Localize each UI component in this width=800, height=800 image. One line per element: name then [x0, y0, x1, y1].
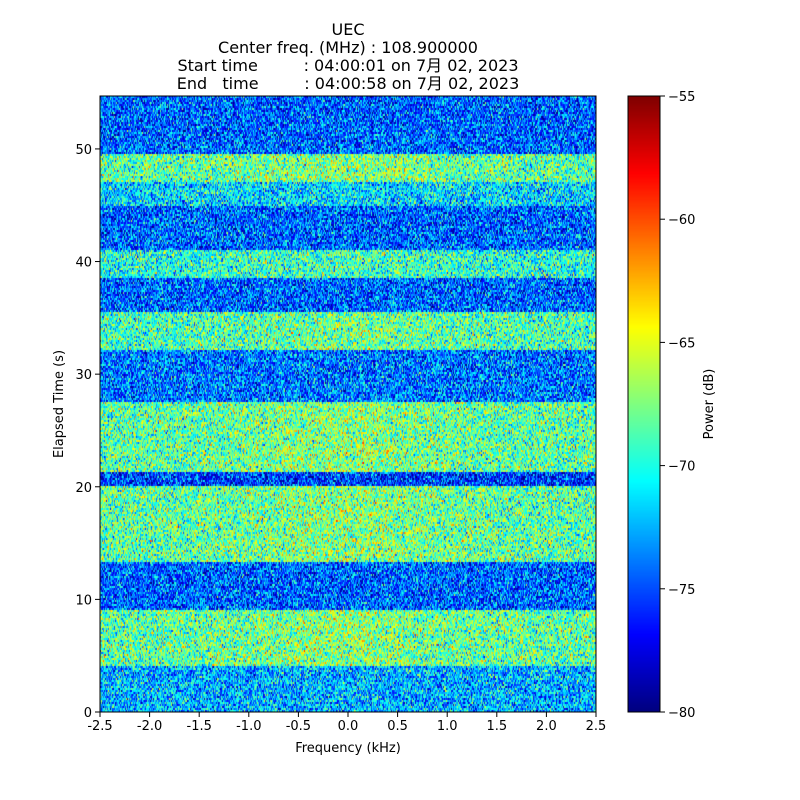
x-tick-label: -1.0 [236, 719, 261, 734]
chart-title-line-4: End time : 04:00:58 on 7月 02, 2023 [176, 74, 520, 93]
colorbar-tick-label: −70 [668, 460, 695, 475]
colorbar-label: Power (dB) [702, 369, 717, 440]
x-tick-label: 1.0 [437, 719, 458, 734]
colorbar-tick-label: −55 [668, 90, 695, 105]
colorbar-tick-label: −60 [668, 213, 695, 228]
colorbar-tick-label: −65 [668, 336, 695, 351]
colorbar-gradient [628, 96, 660, 712]
chart-title-line-1: UEC [331, 20, 365, 39]
x-tick-label: 2.0 [536, 719, 557, 734]
y-tick-label: 10 [75, 593, 92, 608]
x-tick-label: 0.5 [387, 719, 408, 734]
y-tick-label: 50 [75, 143, 92, 158]
chart-title-line-3: Start time : 04:00:01 on 7月 02, 2023 [177, 56, 519, 75]
chart-title-line-2: Center freq. (MHz) : 108.900000 [218, 38, 478, 57]
x-tick-label: 1.5 [486, 719, 507, 734]
colorbar-ticks: −80 −75 −70 −65 −60 −55 [660, 90, 695, 721]
y-axis-ticks: 0 10 20 30 40 50 [75, 143, 100, 721]
y-tick-label: 30 [75, 368, 92, 383]
x-tick-label: 2.5 [586, 719, 607, 734]
y-tick-label: 20 [75, 481, 92, 496]
x-axis-ticks: -2.5 -2.0 -1.5 -1.0 -0.5 0.0 0.5 1.0 1.5 2.0 2.5 [87, 712, 606, 734]
y-tick-label: 0 [84, 706, 92, 721]
x-axis-label: Frequency (kHz) [295, 741, 401, 756]
x-tick-label: -2.0 [137, 719, 162, 734]
y-tick-label: 40 [75, 256, 92, 271]
colorbar-tick-label: −75 [668, 583, 695, 598]
y-axis-label: Elapsed Time (s) [52, 350, 67, 458]
colorbar-frame [627, 95, 661, 713]
x-tick-label: -1.5 [187, 719, 212, 734]
x-tick-label: -0.5 [286, 719, 311, 734]
spectrogram-heatmap [100, 96, 596, 712]
colorbar-tick-label: −80 [668, 706, 695, 721]
x-tick-label: 0.0 [338, 719, 359, 734]
x-tick-label: -2.5 [87, 719, 112, 734]
plot-frame [99, 95, 597, 713]
